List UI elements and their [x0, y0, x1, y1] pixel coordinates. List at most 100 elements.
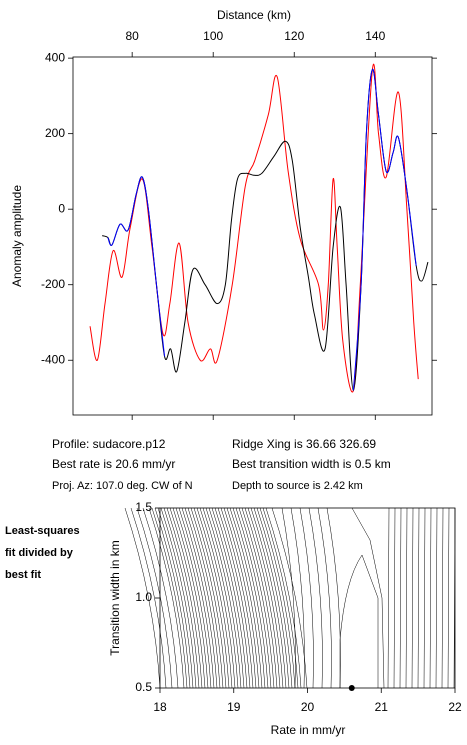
contour-line [220, 507, 257, 689]
contour-line [262, 507, 299, 689]
contour-line [124, 507, 161, 689]
contour-line [241, 507, 278, 689]
contour-line [441, 507, 444, 689]
info-text: Depth to source is 2.42 km [232, 480, 363, 492]
contour-line [247, 507, 284, 689]
contour-line [214, 507, 251, 689]
contour-line [190, 507, 227, 689]
contour-line [208, 507, 245, 689]
contour-line [411, 507, 414, 689]
contour-line [229, 507, 266, 689]
y-axis-title: Transition width in km [108, 540, 122, 656]
contour-line [151, 507, 188, 689]
contour-line [148, 507, 185, 689]
contour-line [238, 507, 275, 689]
contour-line [193, 507, 230, 689]
y-tick-label: 400 [45, 50, 65, 64]
contour-line [178, 507, 215, 689]
contour-line [405, 507, 408, 689]
contour-line [187, 507, 224, 689]
contour-line [435, 507, 438, 689]
side-label: fit divided by [5, 547, 74, 559]
contour-lines [124, 507, 456, 689]
x-tick-label: 21 [375, 700, 389, 714]
contour-line [317, 507, 332, 689]
x-tick-label: 100 [203, 29, 223, 43]
contour-line [308, 507, 323, 689]
x-tick-label: 120 [284, 29, 304, 43]
data-line [89, 63, 419, 393]
contour-line [281, 507, 296, 689]
contour-line [157, 507, 194, 689]
contour-line [223, 507, 260, 689]
contour-line [429, 507, 432, 689]
contour-line [290, 507, 305, 689]
contour-line [130, 507, 167, 689]
contour-line [205, 507, 242, 689]
contour-line [142, 507, 179, 689]
contour-line [299, 507, 314, 689]
y-tick-label: 0.5 [135, 680, 152, 694]
contour-line [393, 507, 396, 689]
contour-line [160, 507, 197, 689]
contour-line [154, 507, 191, 689]
contour-line [232, 507, 269, 689]
contour-line [226, 507, 263, 689]
contour-line [387, 507, 390, 689]
y-tick-label: 0 [58, 201, 65, 215]
side-label: best fit [5, 569, 41, 581]
contour-line [196, 507, 233, 689]
contour-line [202, 507, 239, 689]
contour-line [256, 507, 293, 689]
contour-line [399, 507, 402, 689]
x-tick-label: 80 [125, 29, 139, 43]
info-text: Ridge Xing is 36.66 326.69 [232, 437, 376, 451]
info-text: Best transition width is 0.5 km [232, 457, 391, 471]
contour-line [326, 507, 341, 689]
contour-line [265, 507, 302, 689]
x-tick-label: 20 [301, 700, 315, 714]
y-tick-label: -200 [41, 277, 65, 291]
x-tick-label: 140 [365, 29, 385, 43]
y-axis-title: Anomaly amplitude [10, 185, 24, 287]
contour-line [244, 507, 281, 689]
y-tick-label: 1.0 [135, 590, 152, 604]
best-fit-point [348, 685, 355, 691]
contour-line [211, 507, 248, 689]
contour-line [271, 507, 308, 689]
contour-line [166, 507, 203, 689]
contour-line [181, 507, 218, 689]
info-text: Proj. Az: 107.0 deg. CW of N [52, 480, 193, 492]
x-axis-title: Distance (km) [217, 8, 291, 22]
contour-line [351, 507, 385, 689]
y-tick-label: -400 [41, 352, 65, 366]
contour-line [250, 507, 287, 689]
info-text: Profile: sudacore.p12 [52, 437, 166, 451]
contour-line [235, 507, 272, 689]
contour-line [184, 507, 221, 689]
info-text: Best rate is 20.6 mm/yr [52, 457, 175, 471]
y-tick-label: 200 [45, 126, 65, 140]
contour-line [259, 507, 296, 689]
x-axis-title: Rate in mm/yr [271, 723, 346, 737]
x-tick-label: 18 [153, 700, 167, 714]
contour-line [172, 507, 209, 689]
contour-line [175, 507, 212, 689]
contour-line [169, 507, 206, 689]
contour-line [163, 507, 200, 689]
contour-line [136, 507, 173, 689]
contour-line [447, 507, 450, 689]
contour-line [423, 507, 426, 689]
contour-line [253, 507, 290, 689]
contour-line [417, 507, 420, 689]
data-line [107, 68, 417, 391]
contour-line [217, 507, 254, 689]
x-tick-label: 19 [227, 700, 241, 714]
y-tick-label: 1.5 [135, 500, 152, 514]
x-tick-label: 22 [448, 700, 462, 714]
contour-line [339, 554, 379, 688]
plot-frame [72, 56, 433, 416]
side-label: Least-squares [5, 525, 80, 537]
